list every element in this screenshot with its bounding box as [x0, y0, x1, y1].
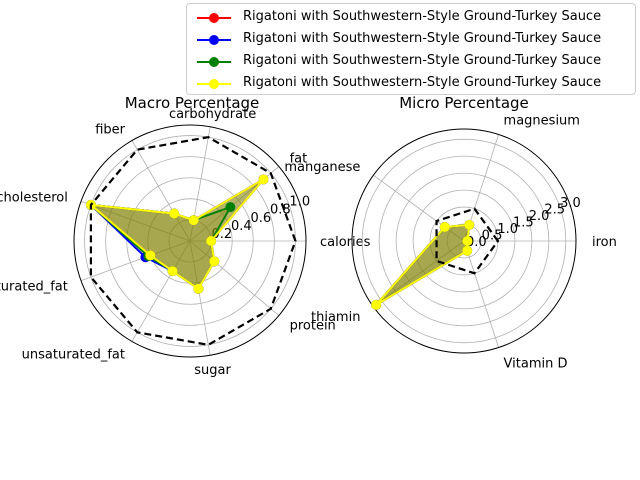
angular-gridline	[463, 240, 499, 348]
series-area	[90, 179, 264, 289]
series-area	[376, 224, 470, 305]
legend-entry-yellow: Rigatoni with Southwestern-Style Ground-…	[197, 74, 633, 94]
category-label: saturated_fat	[0, 279, 68, 294]
angular-gridline	[80, 240, 191, 282]
series-point	[258, 174, 269, 185]
radial-tick-label: 2.5	[544, 203, 565, 218]
category-label: manganese	[284, 160, 360, 175]
series-point	[462, 236, 473, 246]
legend-marker-red	[209, 13, 219, 23]
series-area	[376, 224, 470, 305]
category-label: iron	[592, 235, 617, 250]
radial-tick-label: 1.5	[513, 216, 534, 231]
series-area	[90, 179, 264, 289]
legend-label-green: Rigatoni with Southwestern-Style Ground-…	[243, 53, 602, 68]
series-point	[206, 236, 217, 246]
radial-tick-label: 0.4	[231, 219, 252, 234]
angular-gridline	[80, 200, 191, 242]
series-point	[464, 219, 475, 230]
series-point	[193, 283, 204, 294]
angular-gridline	[373, 240, 465, 308]
angular-gridline	[131, 240, 191, 342]
series-point	[225, 202, 236, 213]
category-label: Vitamin D	[504, 357, 568, 372]
radial-tick-label: 3.0	[560, 196, 581, 211]
series-area	[376, 224, 470, 305]
series-point	[169, 208, 180, 219]
series-point	[371, 299, 382, 310]
category-label: fat	[290, 151, 308, 166]
category-label: sugar	[194, 363, 231, 378]
legend: Rigatoni with Southwestern-Style Ground-…	[186, 3, 636, 95]
series-point	[167, 266, 178, 277]
legend-label-blue: Rigatoni with Southwestern-Style Ground-…	[243, 31, 602, 46]
series-area	[90, 179, 264, 289]
angular-gridline	[373, 174, 465, 242]
radial-tick-label: 2.0	[529, 209, 550, 224]
micro-chart-title: Micro Percentage	[399, 94, 529, 112]
angular-gridline	[189, 240, 280, 316]
angular-gridline	[131, 140, 191, 242]
category-label: thiamin	[311, 310, 360, 325]
radial-tick-label: 0.8	[270, 203, 291, 218]
polar-frame	[73, 124, 307, 358]
series-point	[462, 245, 473, 256]
category-label: magnesium	[504, 113, 580, 128]
macro-chart-title: Macro Percentage	[124, 94, 260, 112]
category-label: carbohydrate	[169, 107, 256, 122]
legend-entry-blue: Rigatoni with Southwestern-Style Ground-…	[197, 30, 633, 50]
category-label: cholesterol	[0, 191, 68, 206]
category-label: fiber	[95, 122, 125, 137]
legend-entry-red: Rigatoni with Southwestern-Style Ground-…	[197, 8, 633, 28]
series-area	[376, 224, 470, 305]
polar-frame	[351, 128, 577, 354]
macro-radar-chart: 0.20.40.60.81.0caloriesfatcarbohydratefi…	[0, 107, 371, 378]
legend-label-red: Rigatoni with Southwestern-Style Ground-…	[243, 9, 602, 24]
radial-tick-label: 1.0	[497, 222, 518, 237]
radial-tick-label: 1.0	[289, 195, 310, 210]
reference-outline	[435, 207, 500, 275]
legend-marker-yellow	[209, 79, 219, 89]
radial-tick-label: 0.6	[250, 211, 271, 226]
category-label: protein	[290, 319, 336, 334]
series-point	[209, 256, 220, 267]
legend-marker-green	[209, 57, 219, 67]
series-line	[87, 178, 265, 291]
legend-entry-green: Rigatoni with Southwestern-Style Ground-…	[197, 52, 633, 72]
legend-marker-blue	[209, 35, 219, 45]
reference-outline	[89, 135, 297, 347]
series-area	[90, 204, 231, 289]
angular-gridline	[189, 240, 211, 356]
category-label: calories	[320, 235, 371, 250]
series-point	[145, 250, 156, 261]
category-label: unsaturated_fat	[22, 348, 125, 363]
legend-label-yellow: Rigatoni with Southwestern-Style Ground-…	[243, 75, 602, 90]
series-point	[188, 215, 199, 226]
series-point	[439, 222, 450, 233]
micro-radar-chart: 0.00.51.01.52.02.53.0ironmagnesiummangan…	[284, 113, 617, 371]
